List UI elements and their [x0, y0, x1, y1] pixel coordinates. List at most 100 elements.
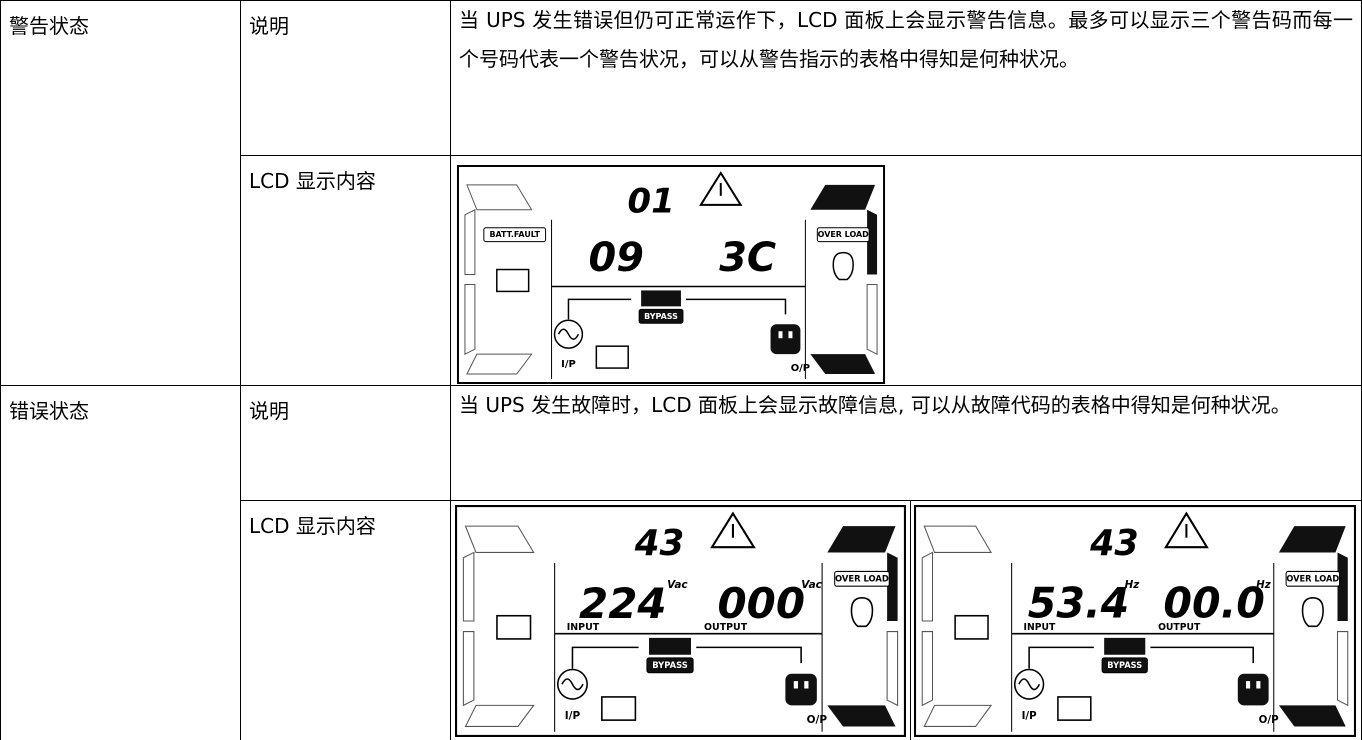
segment: [464, 704, 535, 727]
badge-box: [1101, 657, 1148, 674]
segment: [464, 208, 476, 275]
outlet-icon: [788, 331, 793, 339]
flow-arrow: [1028, 646, 1094, 669]
segment: [810, 184, 876, 210]
item-cell: LCD 显示内容: [240, 155, 451, 386]
load-icon: [832, 251, 854, 281]
plug-icon: [641, 290, 681, 307]
segment: [464, 283, 476, 355]
segment: [1337, 552, 1348, 621]
battery-icon: [954, 614, 989, 640]
right-reading: 000: [717, 579, 805, 628]
outlet-icon: [1256, 681, 1261, 689]
lcd-cell: 43 OVER LOAD 224 Vac 000 Vac INPUT OUTPUT BYPASS…: [450, 500, 911, 740]
outlet-icon: [1237, 673, 1269, 706]
segment: [827, 705, 896, 727]
segment: [1278, 526, 1346, 553]
badge-box: [646, 657, 694, 674]
segment: [810, 354, 876, 375]
state-label: 错误状态: [9, 399, 89, 423]
item-label: LCD 显示内容: [249, 514, 376, 538]
warning-icon: [699, 171, 743, 206]
segment: [923, 704, 993, 727]
desc-cell: 当 UPS 发生错误但仍可正常运作下，LCD 面板上会显示警告信息。最多可以显示…: [450, 0, 1362, 156]
battery-icon: [1057, 696, 1092, 721]
segment: [466, 184, 533, 211]
left-reading: 09: [589, 235, 644, 281]
segment: [827, 526, 896, 553]
badge-box: [638, 308, 684, 324]
right-badge: OVER LOAD: [835, 573, 889, 583]
top-code: 43: [1089, 523, 1139, 565]
output-label: O/P: [807, 714, 828, 726]
segment: [921, 551, 934, 622]
item-label: 说明: [249, 399, 289, 423]
battery-icon: [496, 268, 530, 293]
warning-icon: [1163, 511, 1209, 549]
lcd-frame: [914, 505, 1356, 737]
output-label: O/P: [791, 363, 810, 374]
state-cell: 警告状态: [0, 0, 241, 386]
input-caption: INPUT: [1024, 622, 1056, 633]
ac-icon: [556, 668, 588, 700]
output-caption: OUTPUT: [1158, 622, 1201, 633]
item-label: LCD 显示内容: [249, 169, 376, 193]
input-label: I/P: [561, 359, 576, 370]
input-label: I/P: [1022, 710, 1037, 722]
plug-icon: [649, 637, 691, 655]
segment: [1336, 631, 1349, 707]
description: 当 UPS 发生故障时，LCD 面板上会显示故障信息, 可以从故障代码的表格中得…: [459, 393, 1291, 417]
battery-icon: [601, 696, 637, 721]
left-badge: BATT.FAULT: [489, 230, 540, 239]
segment: [921, 631, 934, 707]
left-reading: 224: [579, 579, 667, 628]
right-badge: OVER LOAD: [818, 230, 870, 239]
lcd-cell: 43 OVER LOAD 53.4 Hz 00.0 Hz INPUT OUTPUT BYPASS…: [910, 500, 1362, 740]
ac-icon: [1013, 668, 1045, 700]
plug-icon: [1104, 637, 1146, 655]
left-unit: Vac: [667, 579, 688, 591]
state-cell: 错误状态: [0, 385, 241, 740]
flow-arrow: [1150, 646, 1254, 664]
flow-arrow: [685, 298, 787, 315]
segment: [886, 631, 899, 707]
right-unit: Vac: [801, 579, 822, 591]
segment: [466, 353, 533, 375]
right-reading: 3C: [719, 235, 776, 281]
badge-box: [816, 227, 870, 243]
ac-icon: [553, 319, 584, 349]
segment: [923, 525, 993, 553]
state-label: 警告状态: [9, 14, 89, 38]
lcd-cell: 01 BATT.FAULT OVER LOAD 09 3C BYPASS I/P O/P: [450, 155, 1362, 386]
bypass: BYPASS: [652, 660, 688, 670]
battery-icon: [595, 345, 629, 369]
item-cell: 说明: [240, 385, 451, 501]
right-unit: Hz: [1256, 579, 1272, 591]
input-label: I/P: [565, 710, 581, 722]
right-badge: OVER LOAD: [1286, 573, 1339, 583]
load-icon: [1301, 597, 1324, 628]
bypass: BYPASS: [1107, 660, 1142, 670]
segment: [462, 551, 475, 622]
outlet-icon: [1246, 681, 1251, 689]
badge-box: [483, 227, 547, 243]
top-code: 01: [628, 181, 675, 220]
top-code: 43: [634, 523, 685, 564]
output-label: O/P: [1259, 714, 1279, 726]
left-unit: Hz: [1125, 579, 1141, 591]
output-caption: OUTPUT: [704, 622, 748, 633]
segment: [462, 631, 475, 707]
outlet-icon: [785, 673, 817, 706]
segment: [866, 283, 878, 355]
bypass: BYPASS: [644, 312, 678, 321]
right-reading: 00.0: [1163, 578, 1264, 628]
ac-icon: [557, 328, 580, 340]
item-label: 说明: [249, 14, 289, 38]
warning-icon: [710, 511, 756, 549]
left-reading: 53.4: [1028, 578, 1129, 628]
segment: [464, 525, 535, 553]
flow-arrow: [567, 298, 632, 320]
flow-arrow: [571, 646, 639, 669]
